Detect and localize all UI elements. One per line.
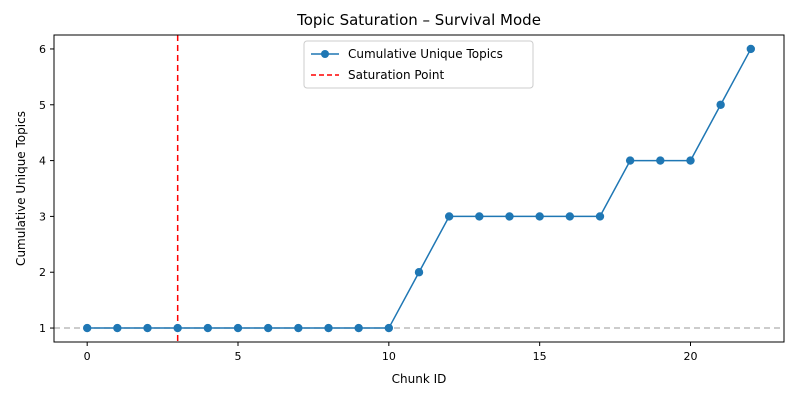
data-point bbox=[716, 100, 725, 109]
x-axis-ticks: 0 5 10 15 20 bbox=[84, 342, 697, 363]
data-point bbox=[203, 323, 213, 333]
chart-title: Topic Saturation – Survival Mode bbox=[296, 11, 541, 29]
legend-label-saturation: Saturation Point bbox=[348, 68, 444, 82]
legend-label-series: Cumulative Unique Topics bbox=[348, 47, 503, 61]
x-tick-label: 20 bbox=[683, 350, 697, 363]
x-tick-label: 0 bbox=[84, 350, 91, 363]
data-point bbox=[475, 212, 484, 221]
x-tick-label: 10 bbox=[382, 350, 396, 363]
series-line bbox=[87, 48, 752, 329]
data-point bbox=[686, 156, 695, 165]
data-point bbox=[324, 323, 333, 333]
x-tick-label: 15 bbox=[533, 350, 547, 363]
data-point bbox=[384, 323, 394, 333]
data-point bbox=[414, 268, 424, 277]
data-point bbox=[746, 44, 756, 54]
data-point bbox=[535, 212, 544, 221]
x-axis-label: Chunk ID bbox=[392, 372, 447, 386]
data-point bbox=[444, 212, 454, 221]
data-point bbox=[595, 212, 605, 221]
data-point bbox=[113, 323, 122, 333]
axes-frame bbox=[53, 34, 785, 343]
data-point bbox=[143, 323, 152, 333]
legend-marker-series-swatch bbox=[321, 50, 329, 58]
data-point bbox=[173, 323, 182, 333]
data-point bbox=[294, 323, 303, 333]
y-tick-label: 6 bbox=[39, 43, 46, 56]
plot-area bbox=[54, 35, 784, 342]
data-point bbox=[354, 323, 363, 333]
y-tick-label: 5 bbox=[39, 99, 46, 112]
data-point bbox=[505, 212, 514, 221]
legend: Cumulative Unique Topics Saturation Poin… bbox=[303, 40, 534, 89]
data-point bbox=[565, 212, 575, 221]
y-tick-label: 1 bbox=[39, 322, 46, 335]
y-axis-ticks: 1 2 3 4 5 6 bbox=[39, 43, 54, 335]
data-point bbox=[656, 156, 665, 165]
y-tick-label: 3 bbox=[39, 210, 46, 223]
y-tick-label: 4 bbox=[39, 155, 46, 168]
y-tick-label: 2 bbox=[39, 266, 46, 279]
legend-box bbox=[303, 40, 534, 89]
data-point bbox=[233, 323, 243, 333]
x-tick-label: 5 bbox=[235, 350, 242, 363]
data-point bbox=[263, 323, 273, 333]
data-point bbox=[625, 156, 635, 165]
data-point bbox=[82, 323, 92, 333]
y-axis-label: Cumulative Unique Topics bbox=[14, 111, 28, 266]
